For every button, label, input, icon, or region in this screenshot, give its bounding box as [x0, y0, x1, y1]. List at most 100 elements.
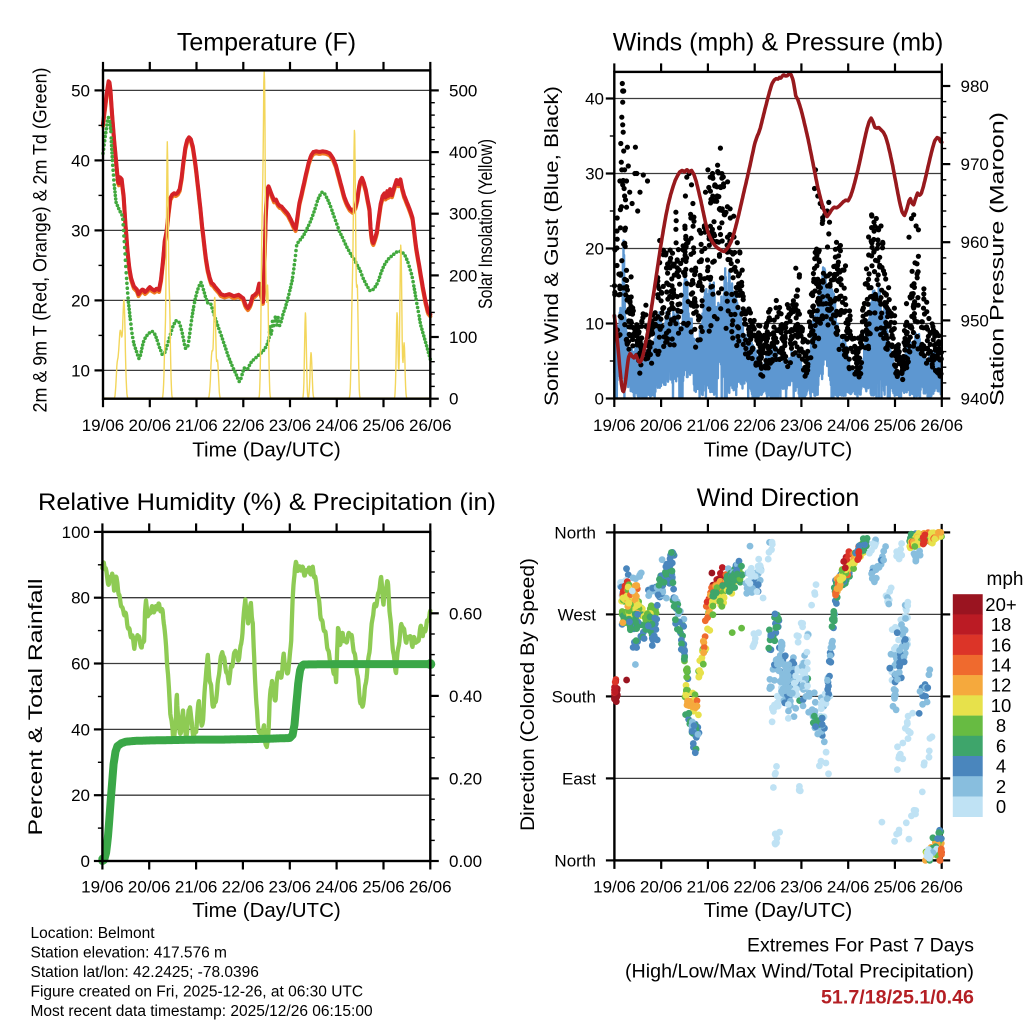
svg-text:0.00: 0.00 — [449, 852, 482, 871]
svg-text:18: 18 — [991, 614, 1012, 635]
svg-text:North: North — [554, 523, 596, 542]
svg-text:25/06: 25/06 — [362, 878, 405, 897]
svg-text:Station Pressure (Maroon): Station Pressure (Maroon) — [988, 112, 1009, 406]
svg-text:51.7/18/25.1/0.46: 51.7/18/25.1/0.46 — [821, 988, 974, 1009]
svg-text:50: 50 — [71, 81, 90, 100]
svg-text:21/06: 21/06 — [175, 878, 218, 897]
svg-text:Time (Day/UTC): Time (Day/UTC) — [704, 439, 852, 462]
svg-text:2m & 9m T (Red, Orange) & 2m T: 2m & 9m T (Red, Orange) & 2m Td (Green) — [31, 68, 52, 413]
svg-text:8: 8 — [996, 715, 1006, 736]
svg-text:980: 980 — [961, 77, 989, 96]
svg-text:25/06: 25/06 — [874, 416, 917, 435]
svg-text:25/06: 25/06 — [874, 878, 917, 897]
svg-text:Time (Day/UTC): Time (Day/UTC) — [192, 899, 340, 922]
svg-text:40: 40 — [71, 151, 90, 170]
svg-text:30: 30 — [585, 165, 604, 184]
svg-text:Percent & Total Rainfall: Percent & Total Rainfall — [26, 579, 47, 836]
svg-text:24/06: 24/06 — [827, 416, 870, 435]
svg-text:950: 950 — [961, 311, 989, 330]
svg-text:21/06: 21/06 — [175, 416, 218, 435]
svg-text:21/06: 21/06 — [687, 416, 730, 435]
svg-text:500: 500 — [449, 81, 477, 100]
svg-text:0.20: 0.20 — [449, 769, 482, 788]
svg-text:Solar Insolation (Yellow): Solar Insolation (Yellow) — [476, 139, 497, 309]
svg-text:10: 10 — [585, 315, 604, 334]
svg-text:Location: Belmont: Location: Belmont — [31, 925, 156, 942]
svg-text:South: South — [552, 687, 596, 706]
svg-text:10: 10 — [71, 361, 90, 380]
svg-text:20/06: 20/06 — [129, 416, 172, 435]
svg-text:Most recent data timestamp: 20: Most recent data timestamp: 2025/12/26 0… — [31, 1003, 373, 1020]
svg-text:26/06: 26/06 — [409, 878, 452, 897]
svg-text:16: 16 — [991, 634, 1012, 655]
svg-text:19/06: 19/06 — [593, 416, 636, 435]
svg-text:Time (Day/UTC): Time (Day/UTC) — [704, 899, 852, 922]
svg-text:Time (Day/UTC): Time (Day/UTC) — [192, 439, 340, 462]
svg-text:26/06: 26/06 — [920, 878, 963, 897]
svg-text:970: 970 — [961, 155, 989, 174]
svg-text:40: 40 — [71, 720, 90, 739]
svg-text:19/06: 19/06 — [82, 416, 125, 435]
svg-text:940: 940 — [961, 390, 989, 409]
svg-text:24/06: 24/06 — [316, 416, 359, 435]
svg-text:0: 0 — [449, 390, 458, 409]
svg-text:6: 6 — [996, 735, 1006, 756]
svg-text:24/06: 24/06 — [315, 878, 358, 897]
svg-text:0: 0 — [996, 796, 1006, 817]
svg-text:40: 40 — [585, 90, 604, 109]
svg-text:10: 10 — [991, 695, 1012, 716]
svg-text:Relative Humidity (%) & Precip: Relative Humidity (%) & Precipitation (i… — [38, 489, 496, 516]
svg-text:14: 14 — [991, 655, 1012, 676]
svg-text:Winds (mph) & Pressure (mb): Winds (mph) & Pressure (mb) — [613, 29, 944, 57]
svg-text:19/06: 19/06 — [81, 878, 124, 897]
svg-text:20: 20 — [71, 291, 90, 310]
svg-text:Temperature (F): Temperature (F) — [177, 29, 356, 57]
svg-text:23/06: 23/06 — [780, 878, 823, 897]
svg-text:400: 400 — [449, 143, 477, 162]
svg-text:20+: 20+ — [985, 594, 1016, 615]
svg-text:23/06: 23/06 — [269, 416, 312, 435]
svg-text:20/06: 20/06 — [640, 416, 683, 435]
svg-text:Extremes For Past 7 Days: Extremes For Past 7 Days — [747, 936, 974, 957]
svg-text:60: 60 — [71, 655, 90, 674]
svg-text:23/06: 23/06 — [269, 878, 312, 897]
svg-text:200: 200 — [449, 266, 477, 285]
svg-text:25/06: 25/06 — [362, 416, 405, 435]
svg-text:0: 0 — [81, 852, 90, 871]
svg-text:100: 100 — [62, 523, 90, 542]
svg-text:0.60: 0.60 — [449, 604, 482, 623]
svg-text:24/06: 24/06 — [827, 878, 870, 897]
svg-text:North: North — [554, 851, 596, 870]
svg-text:mph: mph — [987, 569, 1024, 590]
svg-text:22/06: 22/06 — [733, 416, 776, 435]
svg-text:30: 30 — [71, 221, 90, 240]
svg-text:4: 4 — [996, 756, 1006, 777]
svg-text:20: 20 — [585, 240, 604, 259]
svg-text:20: 20 — [71, 786, 90, 805]
svg-text:12: 12 — [991, 675, 1012, 696]
svg-text:Sonic Wind & Gust (Blue, Black: Sonic Wind & Gust (Blue, Black) — [542, 86, 563, 406]
svg-text:80: 80 — [71, 589, 90, 608]
svg-text:Figure created on Fri, 2025-12: Figure created on Fri, 2025-12-26, at 06… — [31, 984, 364, 1001]
svg-text:East: East — [562, 769, 596, 788]
svg-text:West: West — [558, 605, 597, 624]
svg-text:26/06: 26/06 — [409, 416, 452, 435]
svg-text:23/06: 23/06 — [780, 416, 823, 435]
svg-text:0: 0 — [595, 390, 604, 409]
svg-text:26/06: 26/06 — [921, 416, 964, 435]
svg-text:100: 100 — [449, 328, 477, 347]
svg-text:0.40: 0.40 — [449, 687, 482, 706]
svg-text:(High/Low/Max Wind/Total Preci: (High/Low/Max Wind/Total Precipitation) — [625, 962, 974, 983]
svg-text:20/06: 20/06 — [640, 878, 683, 897]
svg-text:19/06: 19/06 — [593, 878, 636, 897]
svg-text:300: 300 — [449, 205, 477, 224]
svg-text:2: 2 — [996, 776, 1006, 797]
svg-text:22/06: 22/06 — [222, 416, 265, 435]
svg-text:22/06: 22/06 — [222, 878, 265, 897]
svg-text:Wind Direction: Wind Direction — [697, 484, 860, 512]
svg-text:20/06: 20/06 — [128, 878, 171, 897]
svg-text:Station elevation: 417.576 m: Station elevation: 417.576 m — [31, 945, 227, 962]
svg-text:21/06: 21/06 — [687, 878, 730, 897]
svg-text:Direction (Colored By Speed): Direction (Colored By Speed) — [518, 558, 539, 831]
svg-text:Station lat/lon: 42.2425; -78.: Station lat/lon: 42.2425; -78.0396 — [31, 964, 259, 981]
